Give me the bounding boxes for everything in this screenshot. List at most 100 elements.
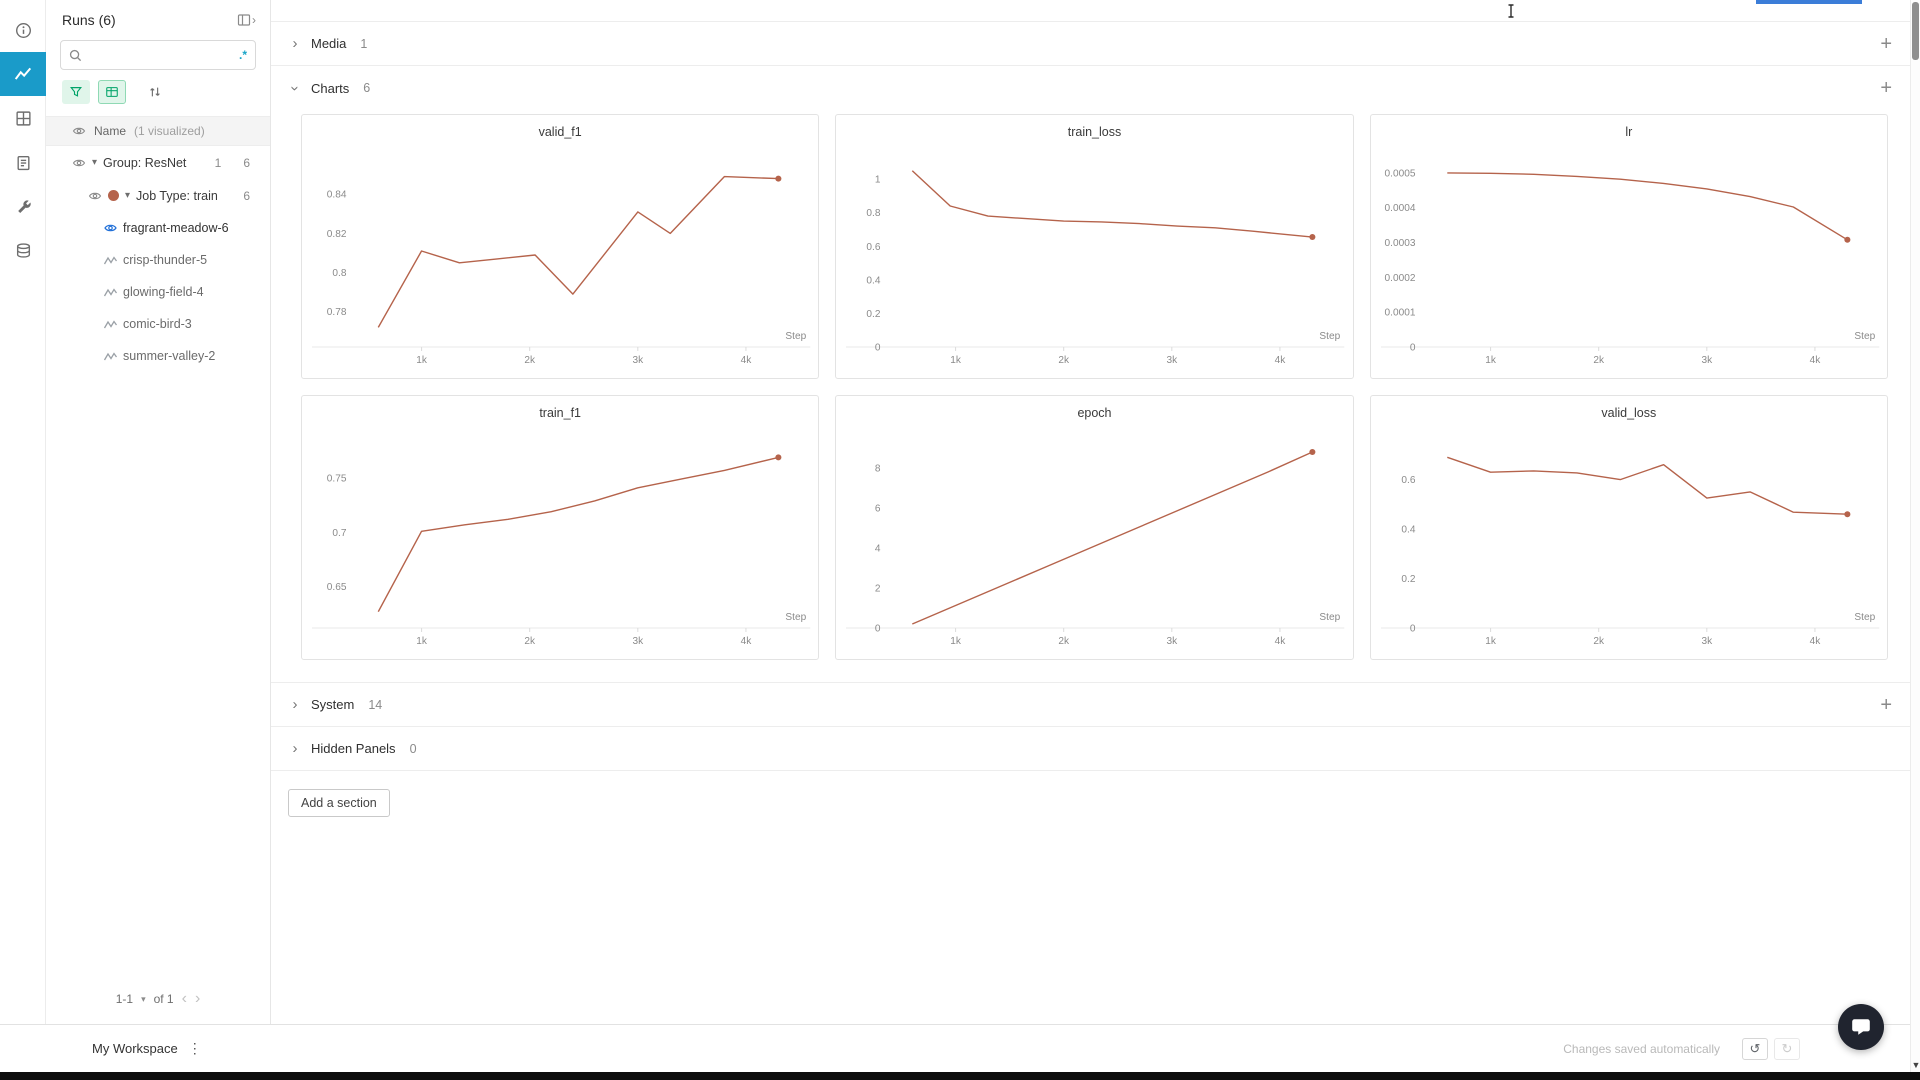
section-media-label: Media	[311, 36, 347, 51]
eye-icon[interactable]	[72, 156, 86, 170]
section-charts[interactable]: › Charts 6 +	[271, 66, 1920, 110]
search-icon	[69, 49, 82, 61]
tools-icon[interactable]	[0, 184, 46, 228]
scroll-down-icon[interactable]: ▼	[1911, 1060, 1920, 1070]
panel-train_f1[interactable]: train_f1 0.65 0.7 0.75 1k 2k 3k 4k Step	[301, 395, 820, 660]
group-button[interactable]	[98, 80, 126, 104]
add-panel-icon[interactable]: +	[1880, 32, 1892, 55]
table-icon	[106, 87, 118, 97]
chart-train_loss: 0 0.2 0.4 0.6 0.8 1 1k 2k 3k 4k Step	[846, 170, 1345, 366]
run-row[interactable]: comic-bird-3	[46, 308, 270, 340]
run-search-input[interactable]	[88, 48, 233, 62]
svg-text:0.4: 0.4	[867, 275, 881, 286]
svg-text:0: 0	[1409, 624, 1415, 635]
runs-panel-title: Runs (6)	[62, 12, 116, 28]
vertical-scrollbar[interactable]: ▼	[1910, 0, 1920, 1072]
chat-fab-button[interactable]	[1838, 1004, 1884, 1050]
regex-toggle[interactable]: .*	[238, 48, 247, 62]
svg-text:0.82: 0.82	[327, 229, 347, 240]
svg-text:Step: Step	[1320, 331, 1341, 342]
table-collapse-icon[interactable]: ›	[237, 13, 256, 27]
left-nav-rail	[0, 0, 46, 1024]
section-media[interactable]: › Media 1 +	[271, 22, 1920, 66]
section-system-count: 14	[368, 697, 383, 712]
svg-text:0.0002: 0.0002	[1384, 273, 1415, 284]
svg-text:3k: 3k	[1701, 636, 1713, 647]
tree-row-group-resnet[interactable]: ▾ Group: ResNet 1 6	[46, 146, 270, 179]
panel-train_loss[interactable]: train_loss 0 0.2 0.4 0.6 0.8 1 1k 2k 3k 4k Step	[835, 114, 1354, 379]
section-media-count: 1	[360, 36, 368, 51]
run-name: crisp-thunder-5	[123, 253, 208, 267]
chart-title: valid_f1	[538, 125, 582, 139]
eye-visible-icon[interactable]	[103, 221, 118, 235]
svg-text:0.0001: 0.0001	[1384, 308, 1415, 319]
run-line-icon[interactable]	[103, 286, 118, 299]
redo-button[interactable]: ↻	[1774, 1037, 1800, 1060]
svg-text:Step: Step	[1854, 612, 1875, 623]
chevron-down-icon[interactable]: ›	[286, 85, 304, 91]
tree-row-jobtype-train[interactable]: ▾ Job Type: train 6	[46, 179, 270, 212]
svg-text:4k: 4k	[1275, 636, 1287, 647]
svg-text:0.7: 0.7	[332, 528, 346, 539]
info-icon[interactable]	[0, 8, 46, 52]
svg-text:0.78: 0.78	[327, 307, 347, 318]
filter-button[interactable]	[62, 80, 90, 104]
panel-valid_f1[interactable]: valid_f1 0.78 0.8 0.82 0.84 1k 2k 3k 4k Step	[301, 114, 820, 379]
svg-text:4: 4	[875, 544, 881, 555]
run-row[interactable]: crisp-thunder-5	[46, 244, 270, 276]
page-range[interactable]: 1-1	[115, 992, 134, 1006]
section-hidden-panels[interactable]: › Hidden Panels 0	[271, 727, 1920, 771]
jobtype-count: 6	[243, 188, 250, 203]
svg-text:1k: 1k	[951, 355, 963, 366]
chart-title: valid_loss	[1601, 406, 1657, 420]
undo-button[interactable]: ↺	[1742, 1037, 1768, 1060]
workspace-menu-icon[interactable]: ⋮	[187, 1040, 202, 1056]
eye-icon[interactable]	[88, 189, 102, 203]
scrollbar-thumb[interactable]	[1912, 2, 1919, 60]
text-cursor	[1508, 4, 1514, 18]
run-row[interactable]: summer-valley-2	[46, 340, 270, 372]
jobtype-label: Job Type: train	[136, 188, 218, 203]
chevron-right-icon[interactable]: ›	[292, 696, 298, 713]
add-panel-icon[interactable]: +	[1880, 77, 1892, 99]
run-line-icon[interactable]	[103, 318, 118, 331]
sort-button[interactable]	[148, 85, 162, 99]
run-name: comic-bird-3	[123, 317, 192, 331]
panel-lr[interactable]: lr 0 0.0001 0.0002 0.0003 0.0004 0.0005 1k 2k 3k…	[1369, 114, 1888, 379]
run-line-icon[interactable]	[103, 254, 118, 267]
page-size-caret-icon[interactable]: ▾	[141, 993, 146, 1004]
svg-text:2k: 2k	[1059, 355, 1071, 366]
reports-icon[interactable]	[0, 140, 46, 184]
run-row[interactable]: fragrant-meadow-6	[46, 212, 270, 244]
section-hidden-count: 0	[409, 741, 417, 756]
run-line-icon[interactable]	[103, 350, 118, 363]
svg-text:0.8: 0.8	[867, 208, 881, 219]
chevron-right-icon[interactable]: ›	[292, 740, 298, 757]
svg-text:1k: 1k	[416, 636, 428, 647]
panels-icon[interactable]	[0, 96, 46, 140]
caret-down-icon[interactable]: ▾	[92, 157, 98, 168]
next-page-icon[interactable]: ›	[194, 990, 201, 1007]
svg-text:4k: 4k	[741, 355, 753, 366]
svg-text:3k: 3k	[1701, 355, 1713, 366]
add-panel-icon[interactable]: +	[1880, 693, 1892, 716]
chevron-right-icon[interactable]: ›	[292, 35, 298, 52]
svg-text:0.8: 0.8	[332, 268, 346, 279]
chart-train_f1: 0.65 0.7 0.75 1k 2k 3k 4k Step	[312, 454, 811, 647]
svg-text:4k: 4k	[1809, 636, 1821, 647]
prev-page-icon[interactable]: ‹	[181, 990, 187, 1007]
workspace-charts-icon[interactable]	[0, 52, 46, 96]
section-system[interactable]: › System 14 +	[271, 683, 1920, 727]
svg-text:0.0003: 0.0003	[1384, 238, 1415, 249]
panel-epoch[interactable]: epoch 0 2 4 6 8 1k 2k 3k 4k Step	[835, 395, 1354, 660]
name-header-row[interactable]: Name (1 visualized)	[46, 116, 270, 146]
panel-valid_loss[interactable]: valid_loss 0 0.2 0.4 0.6 1k 2k 3k 4k Step	[1369, 395, 1888, 660]
add-section-button[interactable]: Add a section	[288, 789, 390, 817]
run-row[interactable]: glowing-field-4	[46, 276, 270, 308]
svg-text:2k: 2k	[1059, 636, 1071, 647]
caret-down-icon[interactable]: ▾	[125, 190, 131, 201]
svg-text:4k: 4k	[1809, 355, 1821, 366]
svg-text:4k: 4k	[741, 636, 753, 647]
artifacts-icon[interactable]	[0, 228, 46, 272]
workspace-name[interactable]: My Workspace	[92, 1041, 178, 1056]
